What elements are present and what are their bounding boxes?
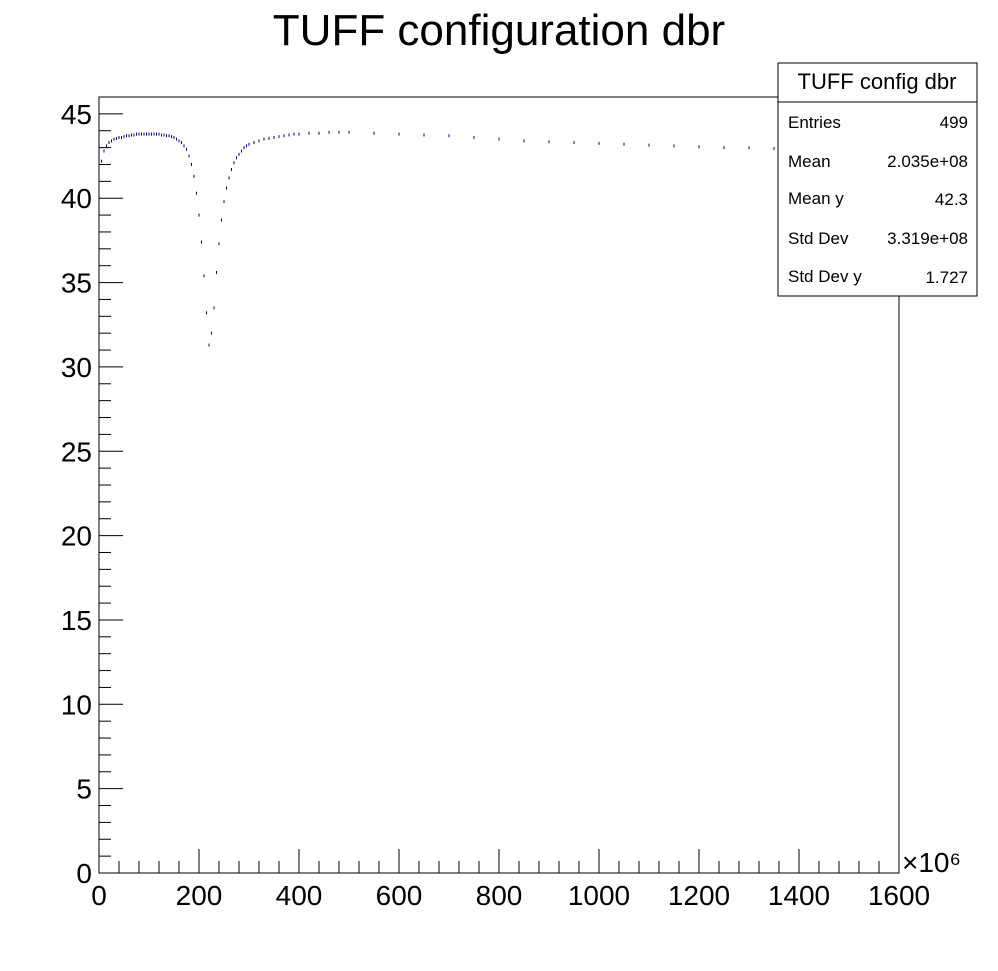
stats-box-title: TUFF config dbr xyxy=(798,69,957,94)
stats-label-std-dev: Std Dev xyxy=(788,229,849,248)
x-tick-label: 1600 xyxy=(868,880,930,911)
stats-box: TUFF config dbr Entries 499 Mean 2.035e+… xyxy=(777,62,978,297)
stats-label-mean-y: Mean y xyxy=(788,189,844,208)
chart-title: TUFF configuration dbr xyxy=(273,6,725,55)
stats-value-mean: 2.035e+08 xyxy=(887,152,968,171)
stats-value-std-dev: 3.319e+08 xyxy=(887,229,968,248)
stats-value-mean-y: 42.3 xyxy=(935,190,968,209)
stats-value-entries: 499 xyxy=(940,113,968,132)
stats-box-frame xyxy=(777,62,978,297)
x-tick-label: 1000 xyxy=(568,880,630,911)
x-tick-label: 200 xyxy=(176,880,223,911)
data-points xyxy=(98,130,900,347)
y-tick-label: 45 xyxy=(61,99,92,130)
y-tick-label: 20 xyxy=(61,521,92,552)
x-tick-label: 400 xyxy=(276,880,323,911)
x-tick-label: 0 xyxy=(91,880,107,911)
y-tick-label: 30 xyxy=(61,352,92,383)
y-tick-label: 0 xyxy=(76,858,92,889)
stats-value-std-dev-y: 1.727 xyxy=(925,268,968,287)
stats-label-std-dev-y: Std Dev y xyxy=(788,267,862,286)
stats-label-mean: Mean xyxy=(788,152,831,171)
y-tick-label: 25 xyxy=(61,436,92,467)
y-tick-label: 5 xyxy=(76,774,92,805)
x-tick-label: 600 xyxy=(376,880,423,911)
x-axis-units-label: ×10⁶ xyxy=(902,847,961,878)
x-tick-label: 1200 xyxy=(668,880,730,911)
y-tick-label: 40 xyxy=(61,183,92,214)
y-tick-label: 15 xyxy=(61,605,92,636)
x-tick-label: 1400 xyxy=(768,880,830,911)
y-tick-label: 10 xyxy=(61,689,92,720)
stats-label-entries: Entries xyxy=(788,113,841,132)
y-axis: 0 5 10 15 20 25 30 35 40 45 xyxy=(61,96,123,889)
x-tick-label: 800 xyxy=(476,880,523,911)
y-tick-label: 35 xyxy=(61,268,92,299)
x-axis: 0 200 400 600 800 1000 1200 1400 1600 xyxy=(91,849,930,911)
